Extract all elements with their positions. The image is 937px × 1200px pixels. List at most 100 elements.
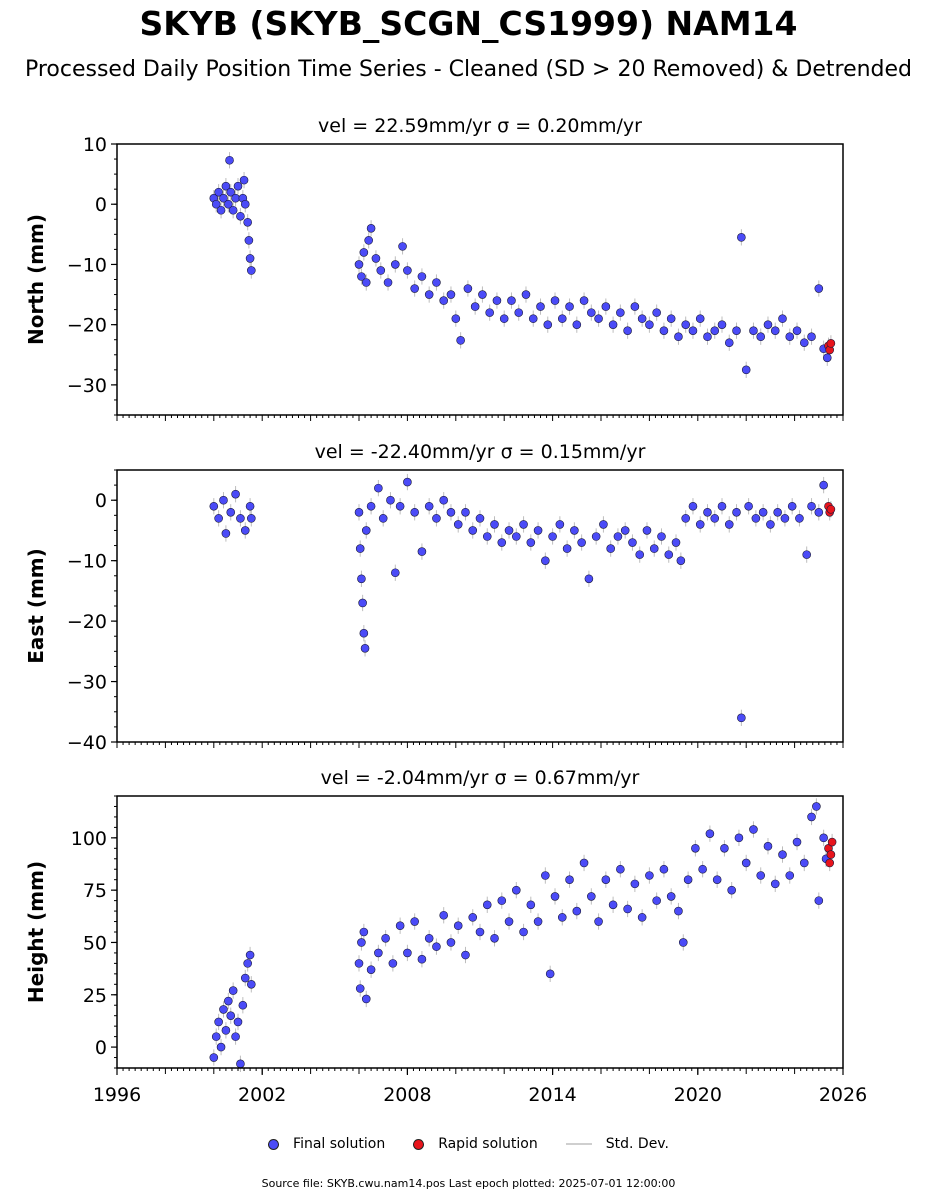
final-solution-point: [613, 532, 623, 541]
y-tick-label: 75: [83, 880, 107, 902]
y-tick-label: 50: [83, 932, 107, 954]
final-solution-point: [478, 290, 487, 299]
final-solution-point: [666, 314, 676, 323]
final-solution-point: [792, 837, 802, 847]
final-solution-point: [243, 959, 252, 968]
final-solution-point: [231, 489, 240, 499]
final-solution-point: [594, 314, 603, 323]
rapid-solution-point: [826, 339, 836, 348]
stddev-line-icon: [565, 1143, 592, 1145]
final-solution-point: [475, 514, 485, 523]
final-solution-point: [519, 520, 528, 529]
final-solution-point: [756, 332, 766, 342]
final-solution-point: [226, 508, 236, 517]
final-solution-point: [468, 526, 478, 535]
final-solution-point: [724, 338, 734, 348]
final-solution-point: [374, 483, 383, 493]
final-solution-point: [550, 296, 560, 305]
final-solution-point: [799, 858, 809, 868]
final-solution-point: [221, 529, 231, 538]
legend-final: Final solution: [268, 1136, 385, 1152]
final-solution-point: [601, 875, 611, 884]
final-solution-point: [355, 544, 365, 553]
final-solution-point: [468, 913, 478, 922]
final-solution-point: [717, 501, 727, 511]
final-solution-point: [594, 917, 603, 926]
final-solution-point: [511, 885, 521, 895]
final-solution-point: [376, 266, 386, 275]
y-tick-label: −30: [67, 375, 107, 397]
final-solution-point: [439, 495, 449, 505]
final-solution-point: [461, 950, 470, 960]
final-solution-point: [390, 260, 400, 269]
final-solution-point: [807, 812, 816, 822]
final-solution-point: [756, 871, 766, 880]
final-solution-point: [432, 278, 441, 287]
final-solution-point: [475, 927, 485, 937]
final-solution-point: [695, 314, 705, 323]
final-solution-point: [688, 501, 698, 511]
final-solution-point: [652, 308, 661, 317]
final-solution-point: [814, 896, 824, 905]
y-tick-label: 0: [95, 490, 107, 512]
final-solution-point: [819, 480, 828, 490]
final-solution-point: [226, 1011, 236, 1020]
final-solution-point: [221, 1026, 231, 1035]
final-solution-point: [417, 272, 427, 281]
final-solution-point: [439, 296, 449, 305]
final-solution-point: [366, 501, 376, 511]
final-solution-point: [395, 501, 405, 511]
final-solution-point: [432, 514, 441, 523]
final-solution-point: [637, 314, 647, 323]
plot-frame: [116, 143, 844, 416]
final-solution-point: [819, 833, 828, 843]
chart-subtitle: Processed Daily Position Time Series - C…: [24, 57, 913, 82]
final-solution-point: [770, 879, 780, 889]
y-tick-label: 0: [95, 1037, 107, 1059]
final-solution-point: [584, 574, 594, 584]
rapid-solution-point: [827, 837, 837, 847]
final-solution-point: [381, 933, 390, 943]
final-solution-point: [737, 713, 746, 723]
final-solution-point: [616, 864, 625, 874]
final-solution-point: [541, 556, 550, 565]
final-solution-point: [504, 526, 514, 535]
final-solution-point: [216, 1042, 226, 1052]
legend-final-label: Final solution: [293, 1136, 386, 1152]
final-solution-point: [763, 320, 773, 329]
final-solution-point: [608, 900, 618, 910]
final-solution-point: [688, 326, 698, 335]
y-tick-label: −10: [67, 551, 107, 573]
final-solution-point: [587, 308, 596, 317]
final-solution-point: [374, 948, 383, 958]
final-solution-point: [565, 875, 574, 884]
final-solution-point: [456, 336, 465, 345]
final-solution-point: [383, 278, 393, 287]
final-solution-point: [557, 913, 567, 922]
final-solution-point: [226, 187, 236, 197]
final-solution-point: [228, 205, 238, 215]
final-solution-point: [451, 314, 461, 323]
final-solution-point: [785, 332, 795, 342]
final-solution-point: [814, 508, 824, 517]
y-tick-label: −30: [67, 672, 107, 694]
final-solution-point: [357, 574, 366, 584]
y-tick-label: 100: [71, 828, 107, 850]
y-tick-label: 25: [83, 985, 107, 1007]
final-solution-point: [463, 284, 473, 293]
final-solution-point: [236, 1059, 245, 1069]
final-solution-point: [720, 844, 729, 853]
final-solution-point: [785, 871, 795, 880]
final-solution-point: [712, 875, 722, 884]
final-solution-point: [214, 514, 223, 523]
final-solution-point: [545, 969, 555, 979]
x-tick-label: 2026: [819, 1084, 867, 1106]
final-solution-point: [698, 864, 707, 874]
final-solution-point: [671, 538, 681, 547]
final-solution-point: [744, 501, 753, 511]
final-solution-point: [504, 917, 514, 926]
final-solution-point: [787, 501, 797, 511]
final-solution-point: [620, 526, 630, 535]
final-solution-point: [214, 187, 223, 197]
final-solution-point: [244, 236, 254, 245]
